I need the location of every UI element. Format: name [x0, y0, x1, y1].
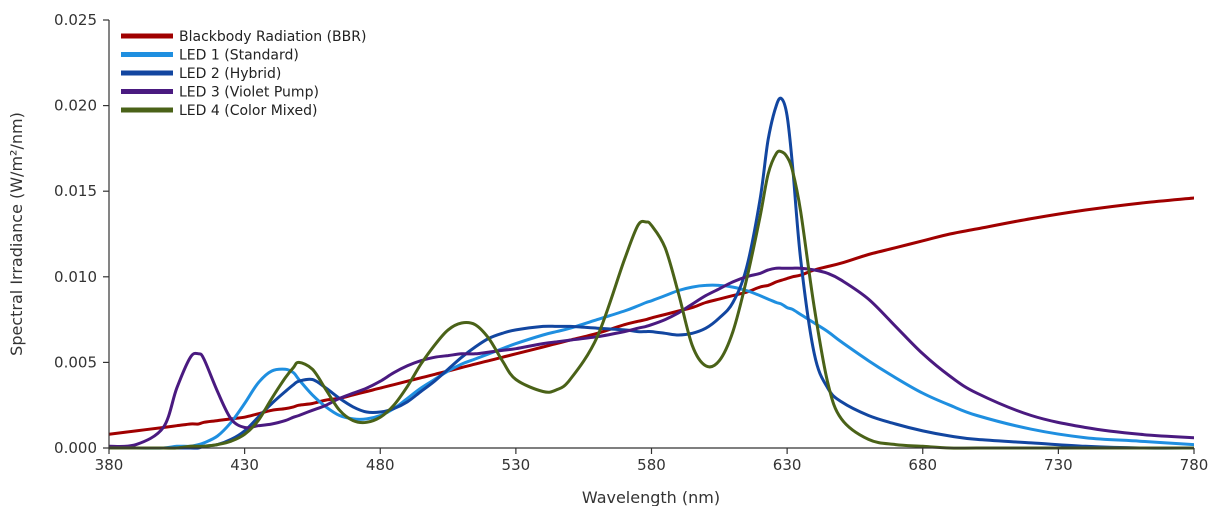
y-ticks: 0.000 0.005 0.010 0.015 0.020 0.025: [54, 11, 109, 457]
x-tick-label: 530: [502, 456, 531, 474]
y-axis-title: Spectral Irradiance (W/m²/nm): [7, 112, 26, 356]
series-layer: [109, 96, 1194, 450]
legend-label: LED 1 (Standard): [179, 48, 299, 64]
y-tick-label: 0.005: [54, 353, 97, 371]
y-tick-label: 0.020: [54, 97, 97, 115]
x-tick-label: 680: [908, 456, 937, 474]
x-tick-label: 630: [773, 456, 802, 474]
legend-label: LED 2 (Hybrid): [179, 66, 281, 82]
x-ticks: 380 430 480 530 580 630 680 730 780: [95, 448, 1209, 474]
y-tick-label: 0.025: [54, 11, 97, 29]
x-tick-label: 730: [1044, 456, 1073, 474]
series-line-led-4-color-mixed: [109, 149, 1194, 450]
series-line-led-2-hybrid: [109, 96, 1194, 450]
series-line-blackbody-radiation-bbr: [109, 196, 1194, 436]
x-axis-title: Wavelength (nm): [582, 488, 720, 506]
x-tick-label: 580: [637, 456, 666, 474]
y-tick-label: 0.010: [54, 268, 97, 286]
x-tick-label: 780: [1180, 456, 1209, 474]
legend-label: Blackbody Radiation (BBR): [179, 29, 366, 45]
legend-label: LED 4 (Color Mixed): [179, 103, 317, 119]
x-tick-label: 430: [230, 456, 259, 474]
y-tick-label: 0.015: [54, 182, 97, 200]
x-tick-label: 380: [95, 456, 124, 474]
y-tick-label: 0.000: [54, 439, 97, 457]
legend: Blackbody Radiation (BBR) LED 1 (Standard…: [121, 29, 366, 119]
x-tick-label: 480: [366, 456, 395, 474]
series-line-led-3-violet-pump: [109, 266, 1194, 448]
legend-label: LED 3 (Violet Pump): [179, 85, 319, 101]
